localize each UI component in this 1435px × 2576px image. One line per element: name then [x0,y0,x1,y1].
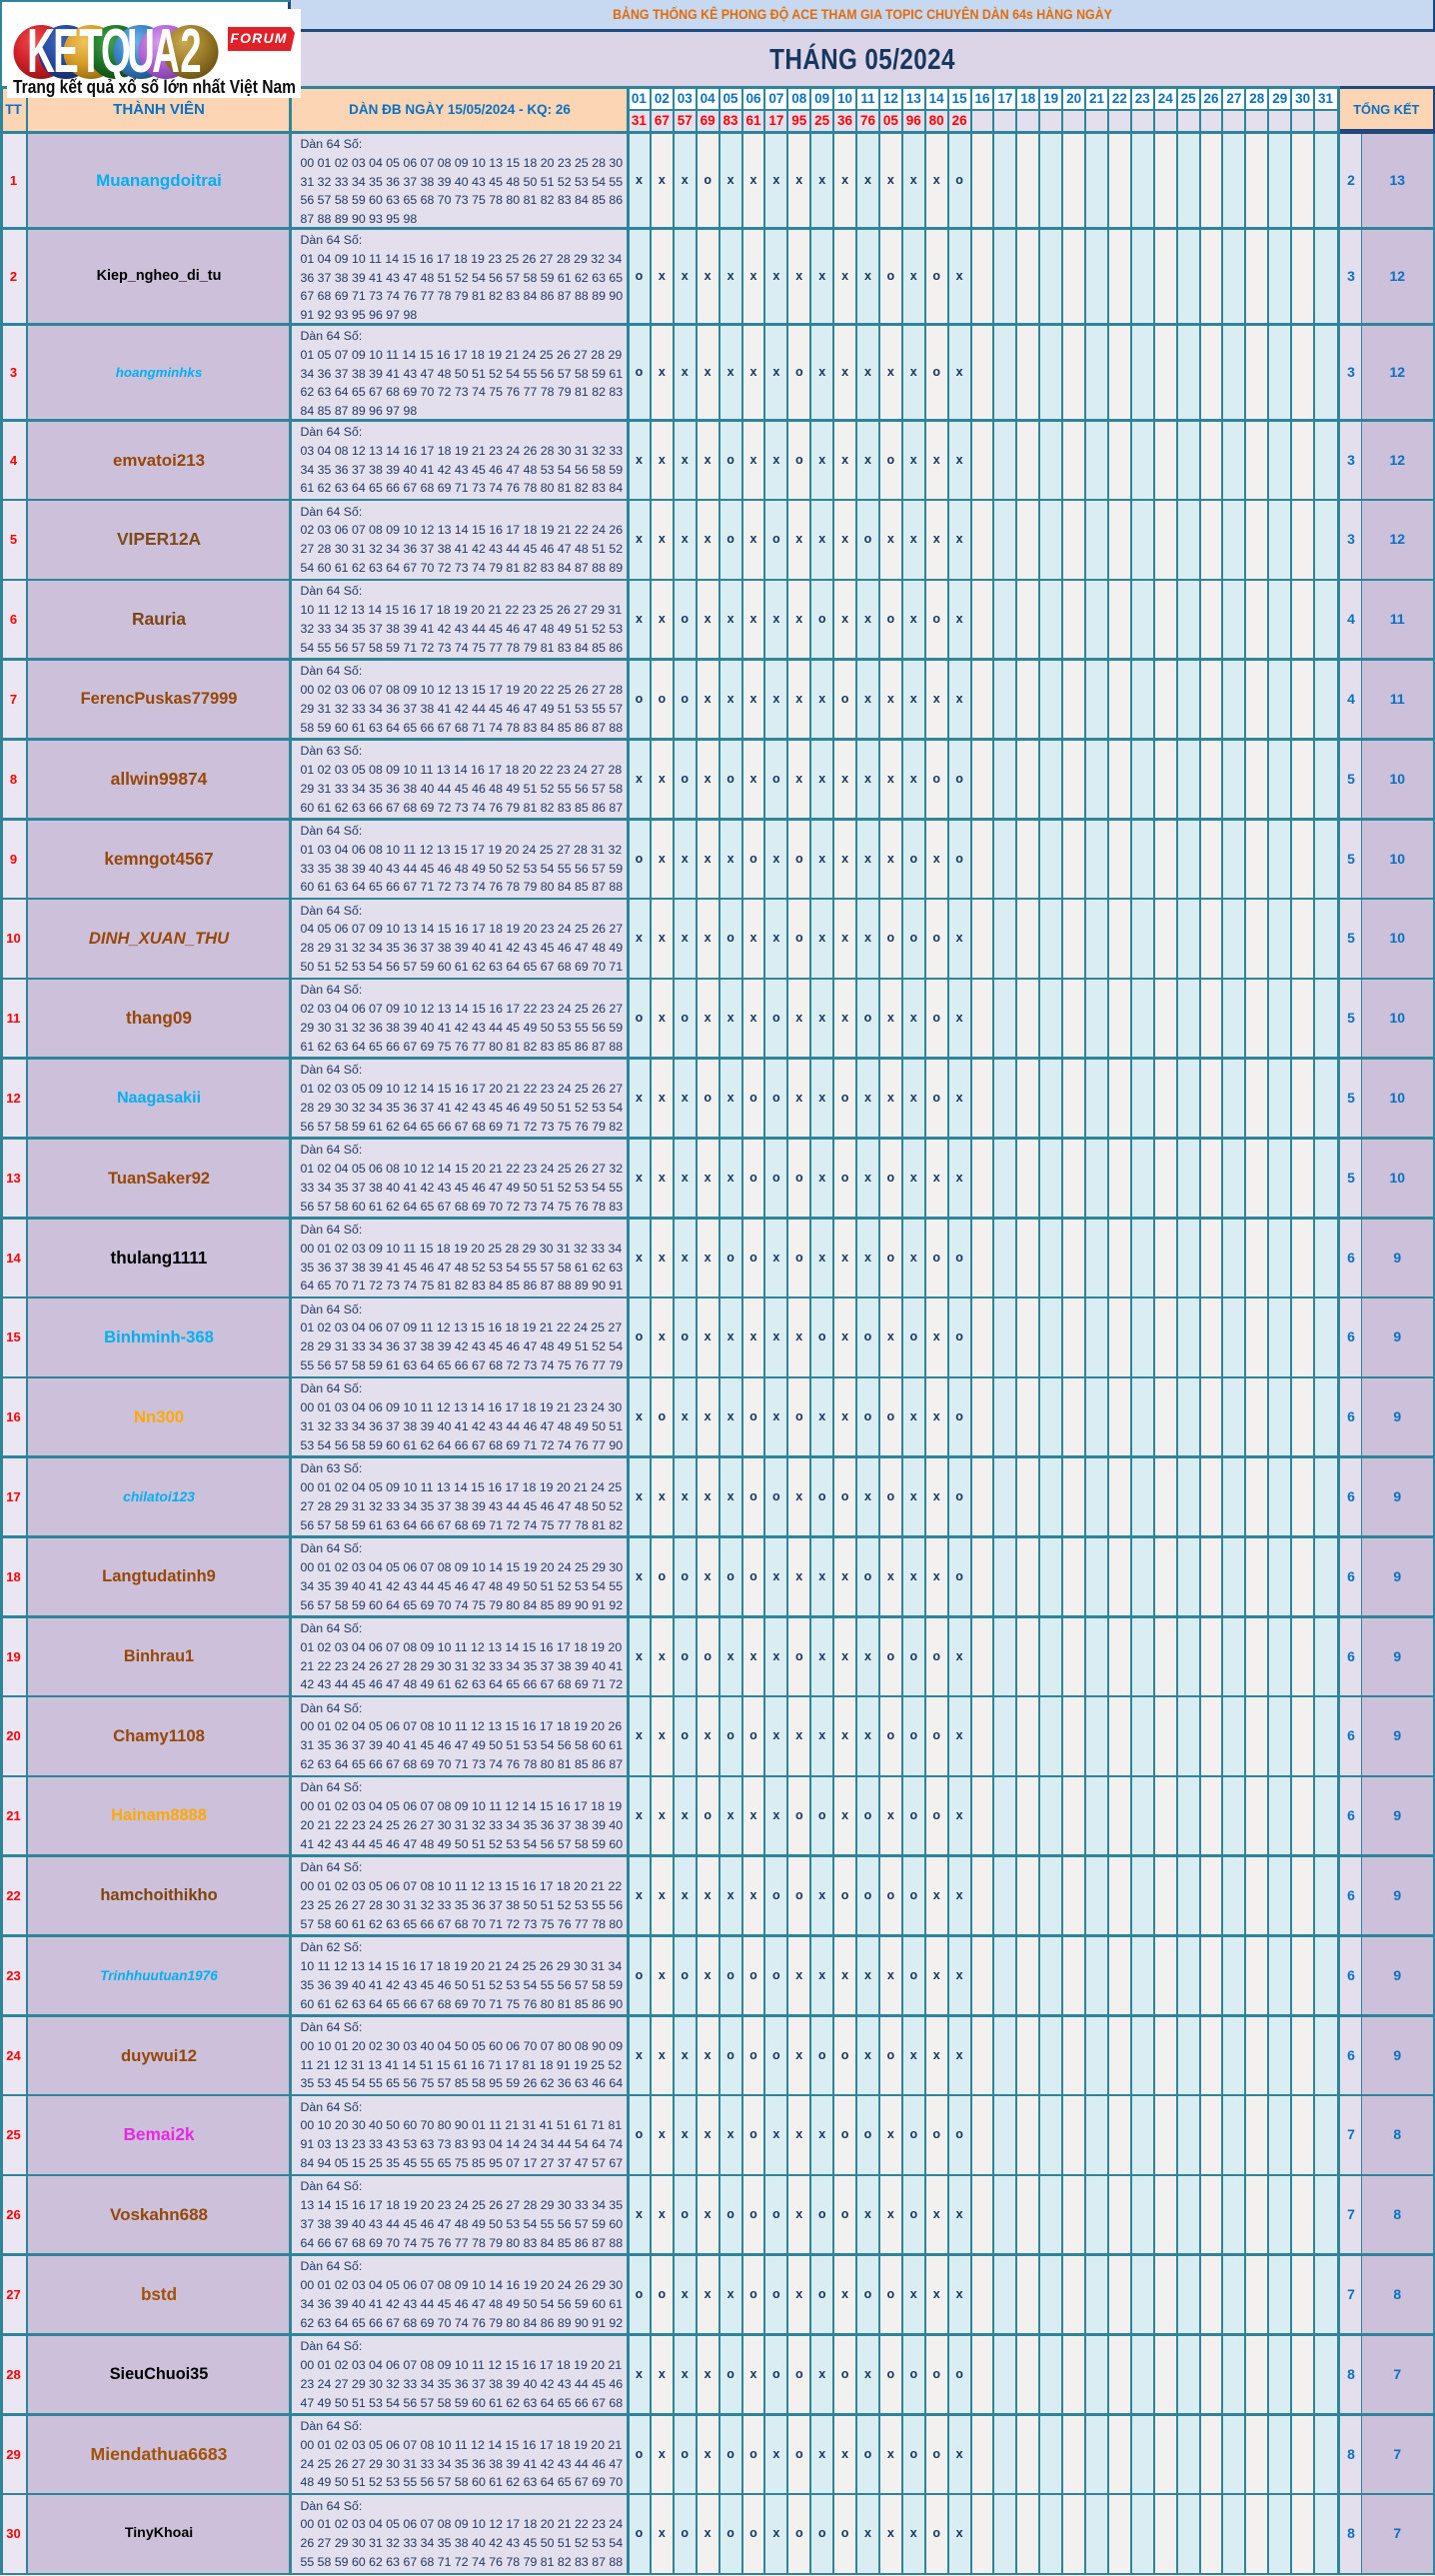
svg-text:E: E [53,16,79,86]
svg-text:Q: Q [101,16,131,86]
svg-text:2: 2 [180,16,201,86]
svg-text:U: U [127,16,155,86]
svg-text:FORUM: FORUM [230,30,287,46]
svg-text:K: K [27,16,55,86]
svg-text:A: A [152,16,180,86]
svg-text:T: T [79,16,102,86]
svg-text:Trang kết quả xổ số lớn nhất V: Trang kết quả xổ số lớn nhất Việt Nam [13,77,296,97]
